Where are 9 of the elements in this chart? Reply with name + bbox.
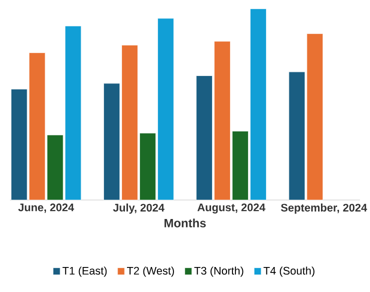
x-tick-label: June, 2024 [18, 204, 74, 213]
legend-label: T2 (West) [126, 266, 174, 277]
legend-label: T1 (East) [62, 266, 107, 277]
x-axis-title: Months [164, 218, 206, 228]
x-tick-label: September, 2024 [280, 204, 368, 214]
legend-label: T4 (South) [264, 266, 314, 277]
x-tick-label: August, 2024 [197, 204, 266, 214]
x-tick-label: July, 2024 [113, 204, 164, 214]
legend-label: T3 (North) [194, 266, 244, 277]
